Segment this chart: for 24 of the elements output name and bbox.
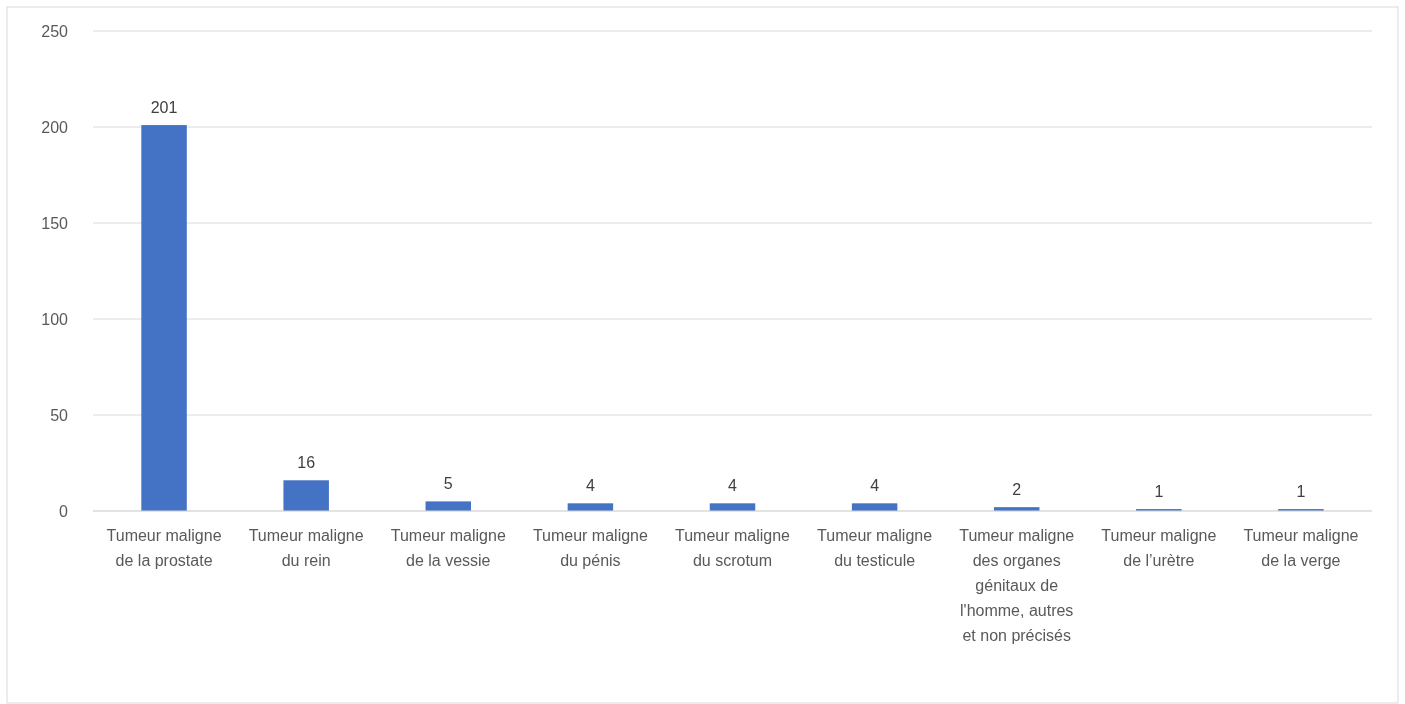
x-tick-label: Tumeur maligne des organes génitaux de l'homme, autres et non précisés bbox=[959, 527, 1075, 644]
data-label: 16 bbox=[297, 454, 316, 472]
x-tick-label: Tumeur maligne de l’urètre bbox=[1101, 527, 1217, 569]
y-tick-label: 0 bbox=[59, 502, 69, 520]
x-tick-label: Tumeur maligne du testicule bbox=[817, 527, 933, 569]
data-label: 4 bbox=[870, 477, 880, 495]
data-label: 2 bbox=[1012, 481, 1022, 499]
x-tick-label: Tumeur maligne de la verge bbox=[1243, 527, 1359, 569]
x-tick-label: Tumeur maligne de la vessie bbox=[390, 527, 506, 569]
data-label: 1 bbox=[1154, 483, 1164, 501]
data-label: 4 bbox=[585, 477, 595, 495]
data-label: 4 bbox=[728, 477, 738, 495]
y-tick-label: 200 bbox=[41, 118, 69, 136]
y-tick-label: 100 bbox=[41, 310, 69, 328]
x-tick-label: Tumeur maligne du scrotum bbox=[674, 527, 791, 569]
data-label: 5 bbox=[443, 475, 453, 493]
y-tick-label: 150 bbox=[41, 214, 69, 232]
x-tick-label: Tumeur maligne du pénis bbox=[532, 527, 648, 569]
x-tick-label: Tumeur maligne du rein bbox=[248, 527, 364, 569]
data-label: 1 bbox=[1296, 483, 1306, 501]
y-tick-label: 250 bbox=[41, 22, 69, 40]
y-tick-label: 50 bbox=[50, 406, 69, 424]
x-tick-label: Tumeur maligne de la prostate bbox=[106, 527, 222, 569]
data-label: 201 bbox=[150, 99, 178, 117]
